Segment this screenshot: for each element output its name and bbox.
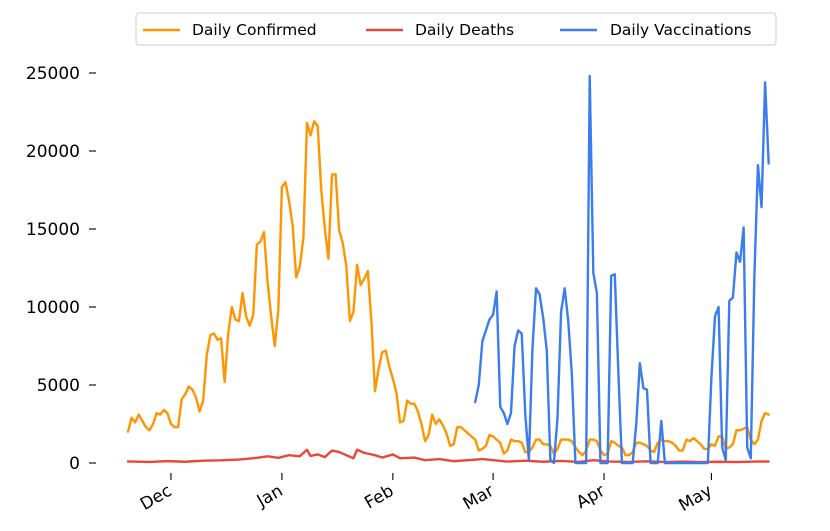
legend-label-daily-vaccinations: Daily Vaccinations — [610, 21, 751, 39]
series-line-daily-vaccinations — [473, 74, 770, 465]
y-tick-label: 25000 — [26, 64, 80, 84]
y-axis: 0 5000 10000 15000 20000 25000 — [26, 64, 96, 474]
x-tick-label: Jan — [253, 481, 287, 512]
x-tick-label: Mar — [460, 481, 498, 514]
series-line-daily-deaths — [126, 448, 770, 464]
x-tick-label: May — [675, 481, 715, 516]
y-tick-label: 15000 — [26, 220, 80, 240]
y-tick-label: 20000 — [26, 142, 80, 162]
y-tick-label: 0 — [69, 454, 80, 474]
plot-area — [126, 74, 770, 465]
series-line-daily-confirmed — [126, 120, 770, 457]
legend-label-daily-deaths: Daily Deaths — [415, 21, 514, 39]
x-axis: Dec Jan Feb Mar Apr May — [137, 473, 716, 516]
legend-frame — [135, 12, 777, 46]
y-tick-label: 10000 — [26, 298, 80, 318]
x-tick-label: Apr — [573, 481, 608, 513]
x-tick-label: Feb — [361, 481, 397, 513]
x-tick-label: Dec — [137, 481, 175, 515]
legend-label-daily-confirmed: Daily Confirmed — [192, 21, 317, 39]
y-tick-label: 5000 — [37, 376, 80, 396]
legend: Daily Confirmed Daily Deaths Daily Vacci… — [135, 12, 777, 46]
